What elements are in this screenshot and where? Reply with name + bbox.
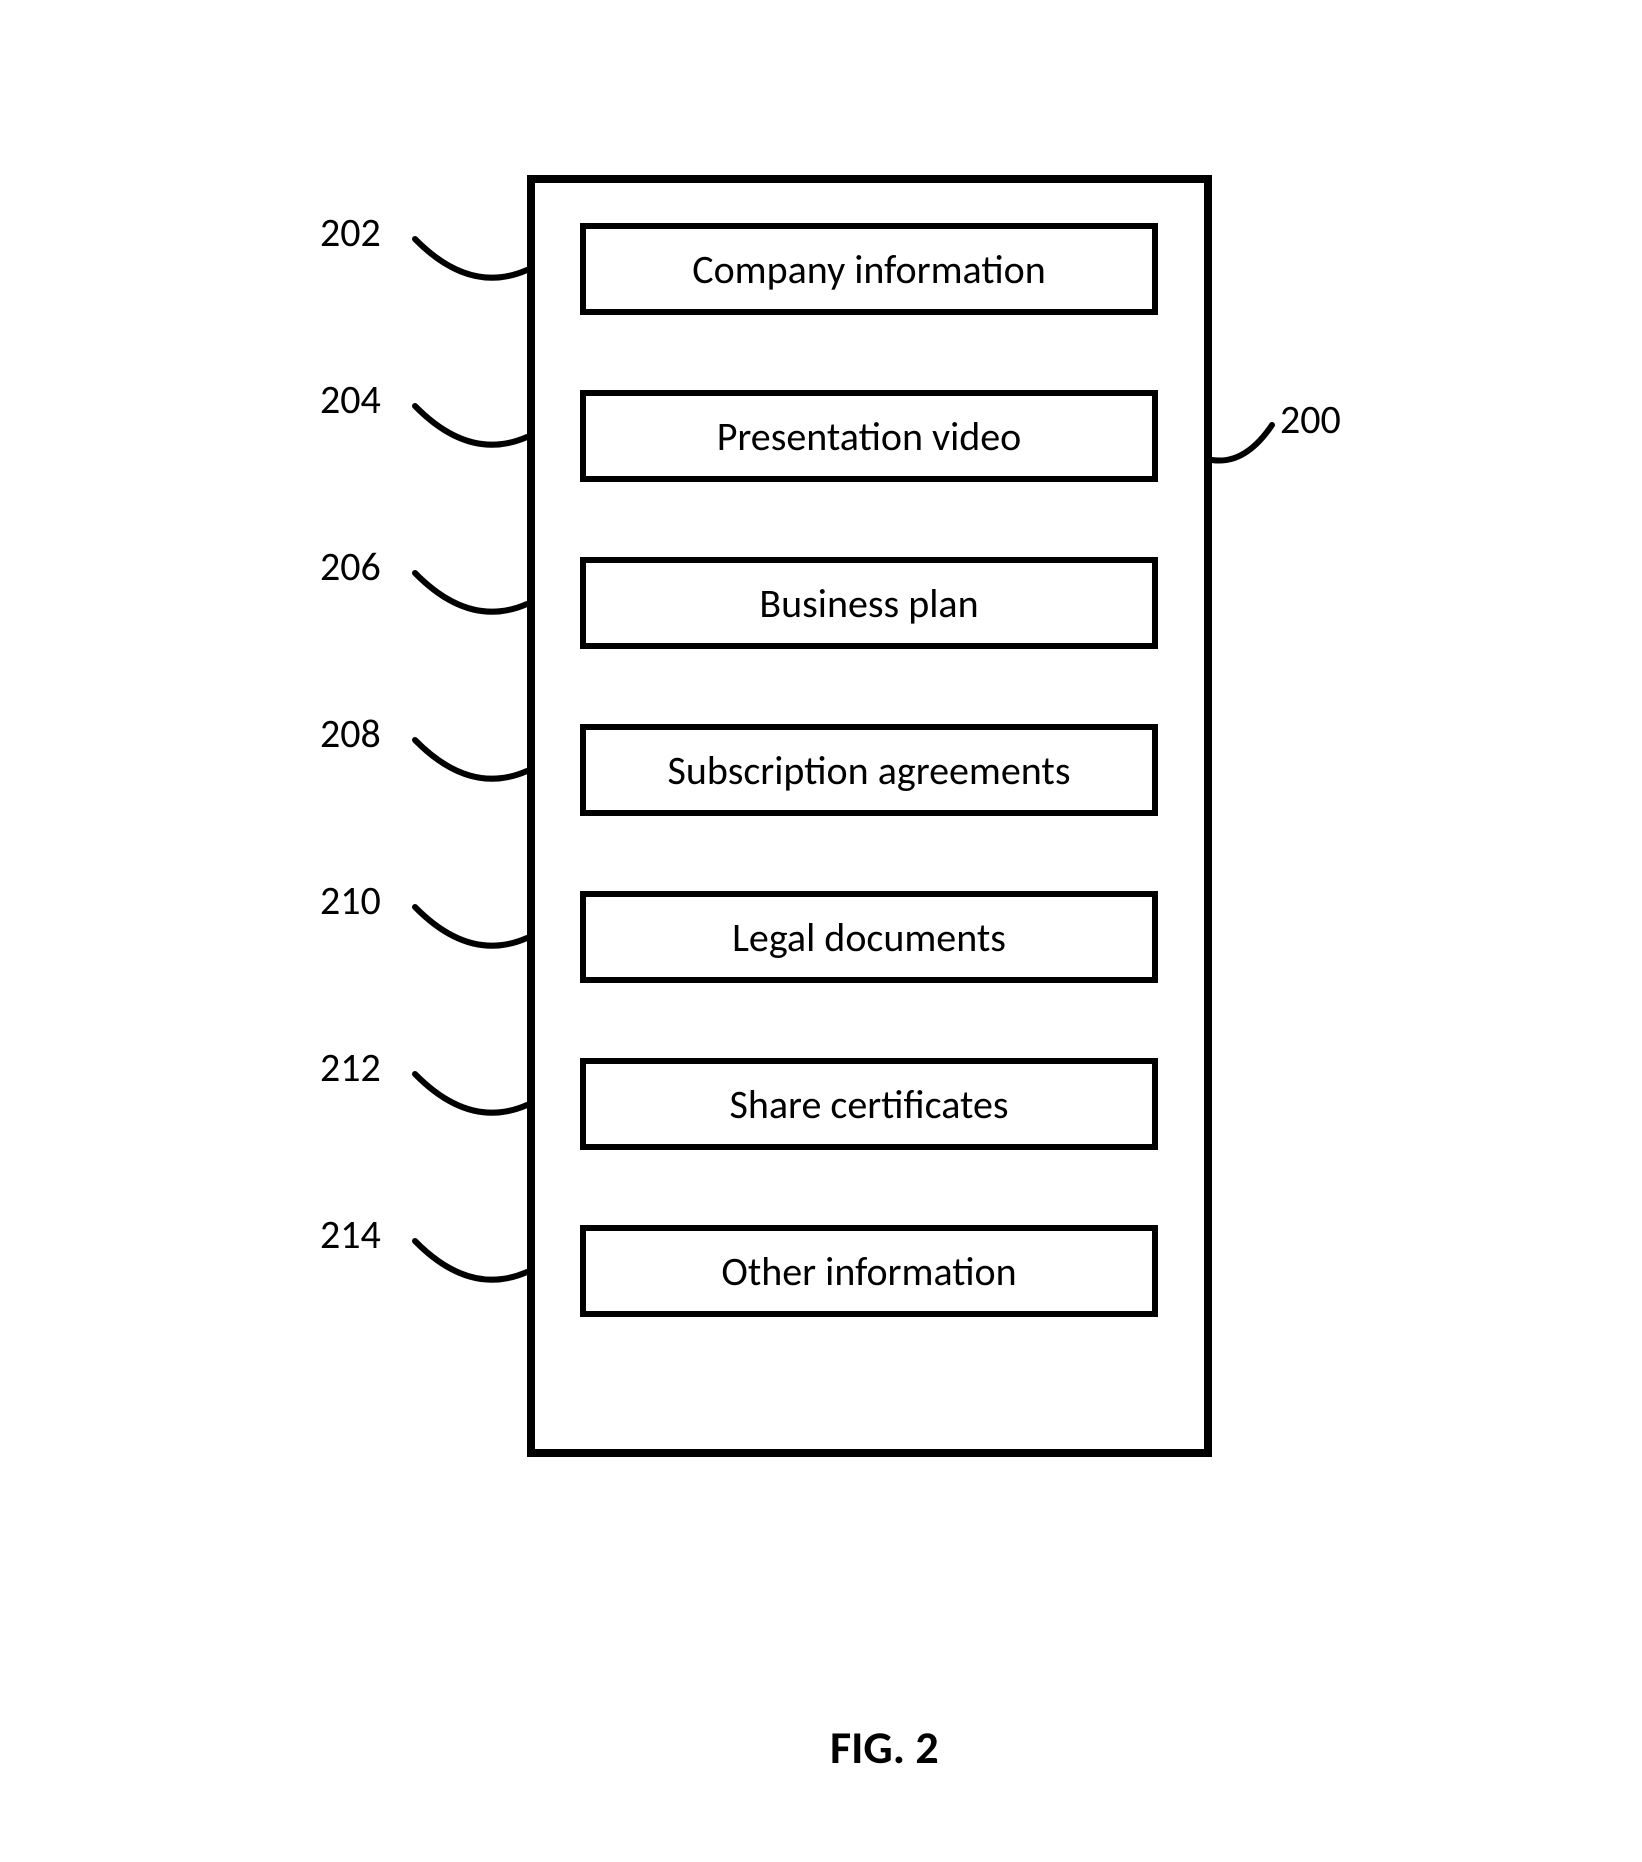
item-box: Subscription agreements bbox=[580, 724, 1158, 816]
container-ref-label: 200 bbox=[1280, 395, 1341, 444]
item-box: Share certificates bbox=[580, 1058, 1158, 1150]
item-box: Company information bbox=[580, 223, 1158, 315]
item-box: Legal documents bbox=[580, 891, 1158, 983]
item-ref-label: 212 bbox=[320, 1043, 381, 1092]
item-label: Business plan bbox=[759, 579, 978, 628]
item-ref-label: 202 bbox=[320, 208, 381, 257]
item-label: Other information bbox=[721, 1247, 1016, 1296]
item-box: Business plan bbox=[580, 557, 1158, 649]
figure-caption: FIG. 2 bbox=[830, 1720, 939, 1776]
item-label: Presentation video bbox=[717, 412, 1022, 461]
item-connector bbox=[0, 0, 600, 100]
item-box: Other information bbox=[580, 1225, 1158, 1317]
item-box: Presentation video bbox=[580, 390, 1158, 482]
item-ref-label: 206 bbox=[320, 542, 381, 591]
item-ref-label: 208 bbox=[320, 709, 381, 758]
item-label: Share certificates bbox=[729, 1080, 1008, 1129]
figure-diagram: 200 Company information 202 Presentation v… bbox=[0, 0, 1642, 1862]
item-ref-label: 204 bbox=[320, 375, 381, 424]
item-label: Subscription agreements bbox=[668, 746, 1071, 795]
item-ref-label: 210 bbox=[320, 876, 381, 925]
item-label: Company information bbox=[692, 245, 1045, 294]
item-ref-label: 214 bbox=[320, 1210, 381, 1259]
item-label: Legal documents bbox=[732, 913, 1006, 962]
